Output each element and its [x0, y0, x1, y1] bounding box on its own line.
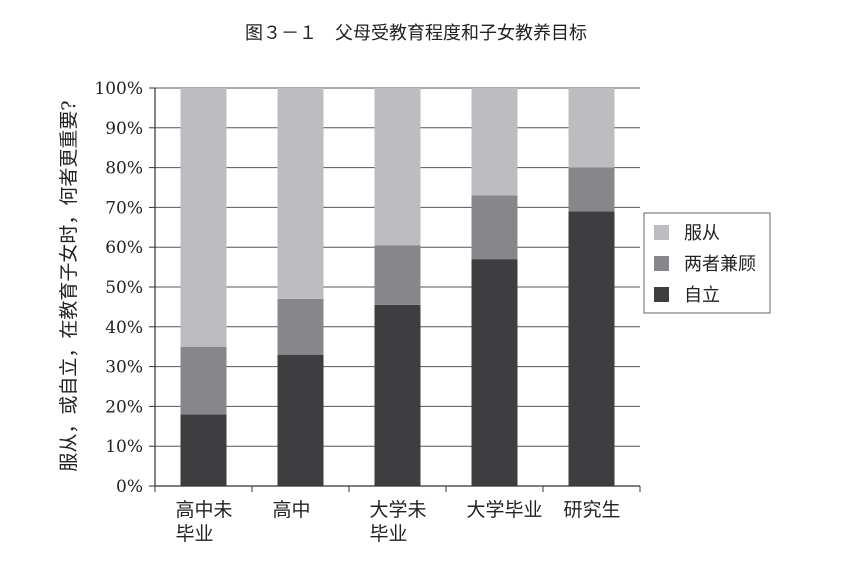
bar-segment: [374, 245, 421, 305]
legend-swatch: [654, 256, 669, 271]
y-tick-label: 60%: [105, 238, 143, 258]
bar-segment: [471, 88, 518, 196]
bar-segment: [568, 167, 615, 212]
legend-label: 服从: [684, 223, 720, 244]
y-axis-ticks: 0% 10% 20% 30% 40% 50% 60% 70% 80% 90% 100%: [94, 79, 143, 497]
bar-segment: [180, 346, 227, 415]
y-tick-label: 100%: [94, 79, 143, 99]
bar-segment: [471, 259, 518, 486]
bar-segment: [277, 88, 324, 299]
bar-segment: [568, 88, 615, 168]
bar-segment: [568, 211, 615, 486]
y-tick-label: 0%: [116, 477, 143, 497]
x-tick-label: 大学未毕业: [370, 499, 427, 545]
legend-swatch: [654, 287, 669, 302]
y-tick-label: 20%: [105, 397, 143, 417]
legend-label: 两者兼顾: [684, 254, 756, 275]
y-tick-label: 30%: [105, 358, 143, 378]
y-tick-label: 70%: [105, 198, 143, 218]
bar-segment: [277, 298, 324, 355]
bar-segment: [471, 195, 518, 260]
x-tick-label: 高中: [273, 499, 311, 521]
legend-swatch: [654, 225, 669, 240]
x-axis-labels: 高中未毕业 高中 大学未毕业 大学毕业 研究生: [176, 499, 621, 545]
bars: [180, 88, 615, 486]
y-axis-label: 服从，或自立，在教育子女时，何者更重要?: [58, 100, 80, 471]
y-tick-label: 40%: [105, 318, 143, 338]
x-tick-label: 高中未毕业: [176, 499, 233, 545]
bar-segment: [180, 88, 227, 347]
y-tick-label: 10%: [105, 437, 143, 457]
x-tick-label: 研究生: [564, 499, 621, 521]
y-tick-label: 80%: [105, 159, 143, 179]
y-tick-label: 90%: [105, 119, 143, 139]
bar-segment: [374, 304, 421, 486]
bar-segment: [277, 354, 324, 486]
legend-label: 自立: [684, 285, 720, 306]
bar-segment: [180, 414, 227, 486]
bar-segment: [374, 88, 421, 246]
y-tick-label: 50%: [105, 278, 143, 298]
chart-title: 图３－１ 父母受教育程度和子女教养目标: [245, 23, 587, 44]
axes: [149, 87, 641, 492]
x-tick-label: 大学毕业: [467, 499, 543, 521]
